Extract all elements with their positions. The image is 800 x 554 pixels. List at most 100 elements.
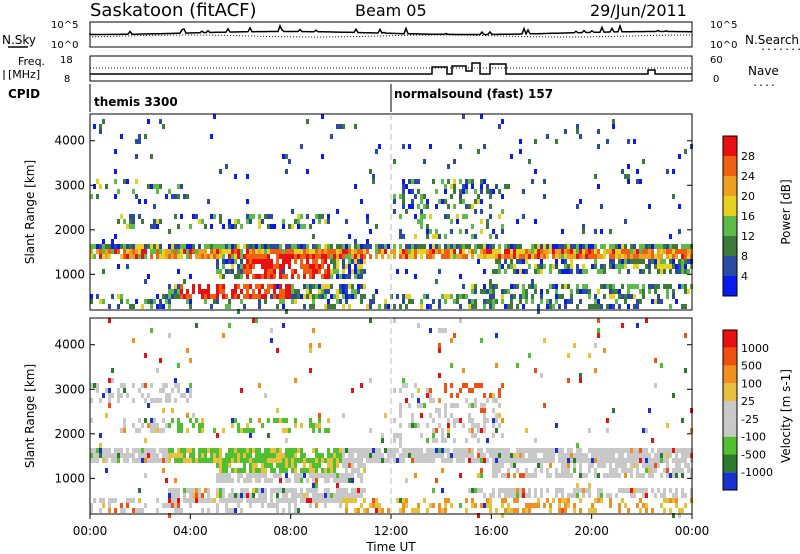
heatmap-cell [195, 458, 198, 463]
heatmap-cell [492, 393, 495, 398]
heatmap-cell [519, 259, 522, 264]
heatmap-cell [387, 448, 390, 453]
heatmap-cell [129, 254, 132, 259]
heatmap-cell [153, 244, 156, 249]
heatmap-cell [630, 294, 633, 299]
heatmap-cell [327, 264, 330, 269]
heatmap-cell [633, 488, 636, 493]
heatmap-cell [441, 438, 444, 443]
heatmap-cell [516, 498, 519, 503]
heatmap-cell [402, 189, 405, 194]
heatmap-cell [516, 259, 519, 264]
heatmap-cell [132, 224, 135, 229]
heatmap-cell [222, 224, 225, 229]
heatmap-cell [309, 503, 312, 508]
heatmap-cell [414, 383, 417, 388]
heatmap-cell [645, 264, 648, 269]
heatmap-cell [357, 473, 360, 478]
heatmap-cell [252, 318, 255, 323]
heatmap-cell [324, 219, 327, 224]
heatmap-cell [102, 393, 105, 398]
heatmap-cell [666, 498, 669, 503]
heatmap-cell [630, 448, 633, 453]
heatmap-cell [231, 468, 234, 473]
heatmap-cell [609, 493, 612, 498]
heatmap-cell [681, 269, 684, 274]
heatmap-cell [489, 493, 492, 498]
heatmap-cell [411, 423, 414, 428]
heatmap-cell [651, 438, 654, 443]
heatmap-cell [600, 304, 603, 309]
heatmap-cell [156, 458, 159, 463]
heatmap-cell [606, 139, 609, 144]
heatmap-cell [582, 269, 585, 274]
heatmap-cell [132, 423, 135, 428]
heatmap-cell [657, 269, 660, 274]
heatmap-cell [243, 244, 246, 249]
heatmap-cell [117, 388, 120, 393]
heatmap-cell [414, 473, 417, 478]
heatmap-cell [561, 468, 564, 473]
heatmap-cell [357, 284, 360, 289]
heatmap-cell [132, 244, 135, 249]
heatmap-cell [600, 463, 603, 468]
heatmap-cell [312, 234, 315, 239]
heatmap-cell [555, 249, 558, 254]
heatmap-cell [396, 294, 399, 299]
heatmap-cell [675, 264, 678, 269]
heatmap-cell [312, 498, 315, 503]
heatmap-cell [228, 224, 231, 229]
heatmap-cell [444, 184, 447, 189]
heatmap-cell [513, 488, 516, 493]
heatmap-cell [228, 458, 231, 463]
colorbar-tick-label: 24 [741, 170, 755, 183]
heatmap-cell [477, 453, 480, 458]
heatmap-cell [489, 204, 492, 209]
heatmap-cell [300, 493, 303, 498]
heatmap-cell [117, 294, 120, 299]
heatmap-cell [186, 428, 189, 433]
heatmap-cell [399, 423, 402, 428]
heatmap-cell [432, 299, 435, 304]
heatmap-cell [579, 269, 582, 274]
heatmap-cell [300, 259, 303, 264]
heatmap-cell [483, 254, 486, 259]
heatmap-cell [471, 503, 474, 508]
heatmap-cell [177, 503, 180, 508]
heatmap-cell [252, 264, 255, 269]
heatmap-cell [291, 468, 294, 473]
heatmap-cell [537, 458, 540, 463]
heatmap-cell [495, 363, 498, 368]
heatmap-cell [648, 463, 651, 468]
heatmap-cell [435, 428, 438, 433]
heatmap-cell [354, 184, 357, 189]
heatmap-cell [234, 259, 237, 264]
heatmap-cell [663, 493, 666, 498]
heatmap-cell [468, 304, 471, 309]
heatmap-cell [459, 199, 462, 204]
heatmap-cell [138, 199, 141, 204]
heatmap-cell [237, 473, 240, 478]
heatmap-cell [441, 453, 444, 458]
heatmap-cell [657, 294, 660, 299]
heatmap-cell [285, 448, 288, 453]
heatmap-cell [219, 254, 222, 259]
heatmap-cell [435, 249, 438, 254]
heatmap-cell [585, 289, 588, 294]
heatmap-cell [360, 249, 363, 254]
heatmap-cell [369, 254, 372, 259]
heatmap-cell [630, 254, 633, 259]
heatmap-cell [273, 274, 276, 279]
freq-right-tick-bottom: 0 [713, 74, 719, 85]
heatmap-cell [327, 219, 330, 224]
heatmap-cell [495, 259, 498, 264]
heatmap-cell [321, 473, 324, 478]
heatmap-cell [459, 194, 462, 199]
heatmap-cell [528, 488, 531, 493]
heatmap-cell [330, 249, 333, 254]
heatmap-cell [612, 408, 615, 413]
heatmap-cell [657, 488, 660, 493]
heatmap-cell [564, 498, 567, 503]
heatmap-cell [210, 134, 213, 139]
heatmap-cell [525, 289, 528, 294]
